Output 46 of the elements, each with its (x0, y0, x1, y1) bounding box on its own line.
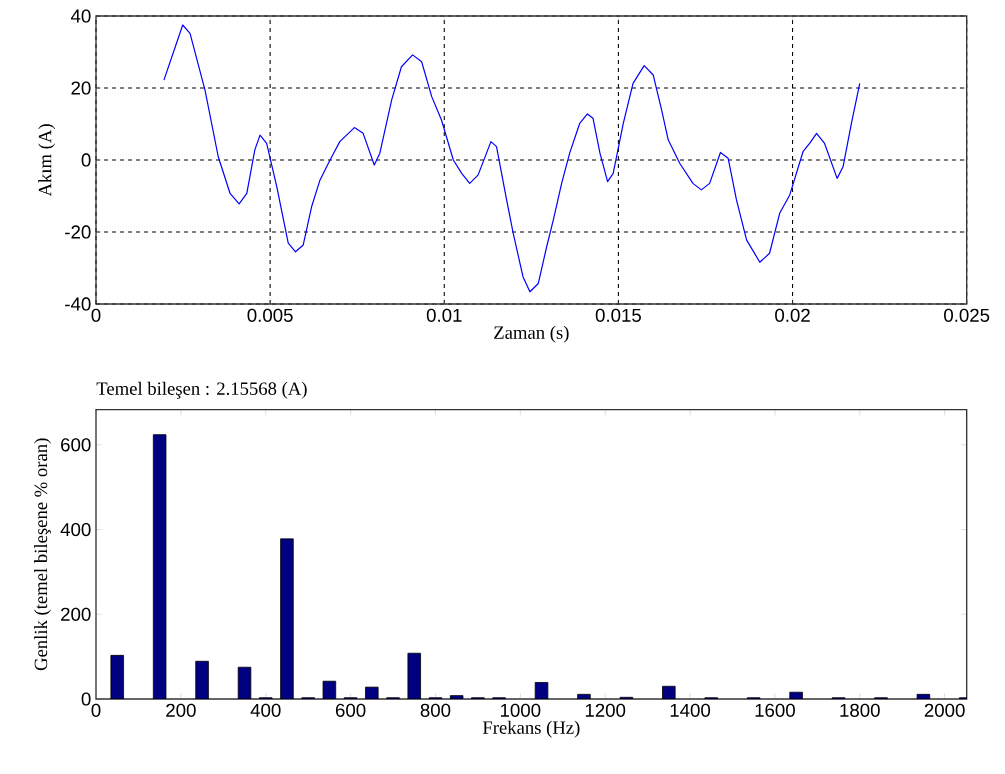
x-tick-label: 0.005 (247, 308, 293, 322)
bar (534, 682, 549, 699)
y-tick-label: 0 (81, 153, 91, 167)
x-tick-label: 0.02 (775, 308, 810, 322)
bar (280, 538, 294, 699)
line-series (163, 24, 861, 293)
bar (110, 654, 124, 699)
y-tick-label: 400 (60, 522, 91, 537)
y-tick-label: 600 (61, 438, 91, 452)
x-tick-label: 1400 (670, 703, 711, 717)
y-tick-label: 40 (70, 9, 91, 23)
x-tick-label: 1800 (840, 703, 880, 717)
y-tick-label: 20 (71, 81, 91, 95)
x-tick-label: 1600 (755, 703, 795, 717)
x-tick-label: 0.025 (944, 308, 990, 322)
y-axis-title: Akım (A) (38, 124, 56, 197)
y-tick-label: 0 (81, 692, 91, 706)
x-tick-label: 0 (91, 308, 101, 322)
x-tick-label: 400 (250, 703, 281, 717)
x-tick-label: 1200 (585, 703, 626, 717)
bar (789, 691, 803, 699)
x-tick-label: 800 (420, 703, 451, 717)
y-tick-label: -20 (65, 225, 91, 239)
y-tick-label: 200 (61, 607, 91, 621)
x-tick-label: 200 (166, 703, 196, 717)
x-tick-label: 600 (335, 703, 366, 717)
bar (322, 680, 337, 699)
bar (152, 434, 167, 699)
bar (365, 686, 379, 699)
x-tick-label: 0.01 (426, 308, 462, 322)
x-tick-label: 0 (91, 703, 101, 717)
bar (916, 693, 931, 699)
y-tick-label: -40 (65, 297, 91, 311)
bar (195, 660, 209, 699)
x-tick-label: 2000 (924, 703, 965, 717)
y-axis-title: Genlik (temel bileşene % oran) (34, 438, 51, 671)
x-axis-title: Frekans (Hz) (482, 720, 580, 738)
bar (577, 693, 591, 699)
bar (662, 685, 676, 699)
x-tick-label: 0.015 (595, 308, 641, 322)
x-axis-title: Zaman (s) (494, 325, 569, 343)
bar (449, 695, 464, 699)
chart-title: Temel bileşen : 2.15568 (A) (96, 381, 307, 399)
x-tick-label: 1000 (500, 703, 541, 717)
bar (407, 652, 421, 699)
bar (237, 666, 252, 699)
